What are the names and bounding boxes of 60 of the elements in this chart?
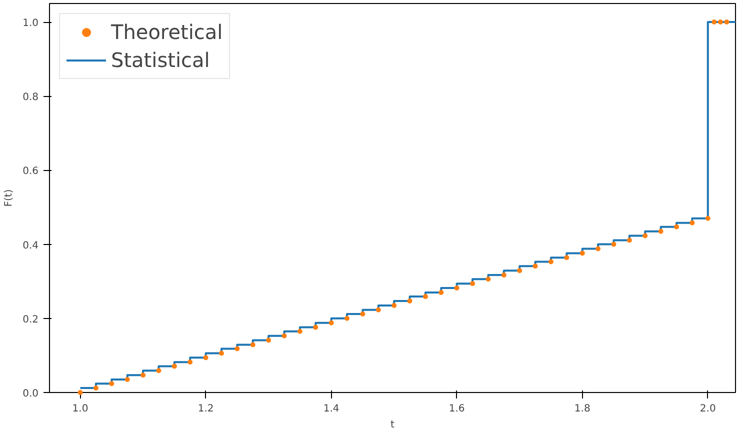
point — [156, 368, 162, 374]
point — [564, 255, 570, 260]
point — [218, 350, 224, 356]
point — [93, 386, 98, 391]
point — [328, 320, 334, 326]
point — [172, 364, 177, 369]
point — [392, 302, 397, 308]
point — [642, 233, 648, 238]
y-tick-label: 0.4 — [22, 240, 39, 252]
point — [266, 338, 272, 343]
point — [203, 355, 208, 360]
y-tick-label: 0.8 — [22, 92, 39, 104]
point — [580, 250, 585, 256]
x-tick-label: 2.0 — [700, 404, 716, 414]
legend-label: Statistical — [111, 48, 210, 72]
point — [140, 372, 146, 378]
point — [705, 216, 710, 221]
point — [438, 290, 444, 295]
x-tick-label: 1.2 — [198, 404, 214, 414]
y-tick-label: 0.2 — [22, 314, 39, 326]
point — [658, 228, 664, 234]
point — [360, 311, 366, 316]
y-tick-label: 1.0 — [22, 18, 39, 30]
y-tick-label: 0.0 — [22, 388, 39, 400]
point — [454, 286, 460, 291]
y-axis-title: F(t) — [4, 189, 15, 207]
point — [297, 328, 302, 334]
y-tick-label: 0.6 — [22, 166, 39, 178]
x-tick-label: 1.4 — [323, 404, 340, 414]
point — [626, 238, 632, 243]
point — [611, 242, 616, 247]
x-tick-label: 1.0 — [72, 404, 88, 414]
point — [422, 294, 428, 300]
legend-label: Theoretical — [111, 20, 223, 44]
point — [124, 377, 130, 382]
point — [234, 346, 240, 352]
point — [250, 342, 256, 348]
point — [718, 20, 723, 25]
point — [674, 224, 680, 230]
point — [517, 268, 522, 274]
point — [78, 390, 83, 395]
point — [188, 360, 193, 365]
x-tick-label: 1.8 — [574, 404, 590, 414]
point — [501, 272, 506, 278]
point — [712, 20, 717, 25]
point — [344, 316, 350, 321]
point — [596, 246, 601, 252]
point — [724, 20, 730, 25]
point — [548, 259, 554, 264]
point — [690, 220, 695, 226]
point — [376, 307, 381, 312]
x-tick-label: 1.6 — [448, 404, 465, 414]
point — [532, 264, 538, 269]
point — [470, 281, 476, 286]
point — [407, 298, 412, 304]
point — [313, 324, 318, 330]
x-axis-title: t — [390, 420, 395, 430]
point — [486, 276, 491, 282]
point — [282, 333, 287, 338]
point — [109, 381, 114, 386]
